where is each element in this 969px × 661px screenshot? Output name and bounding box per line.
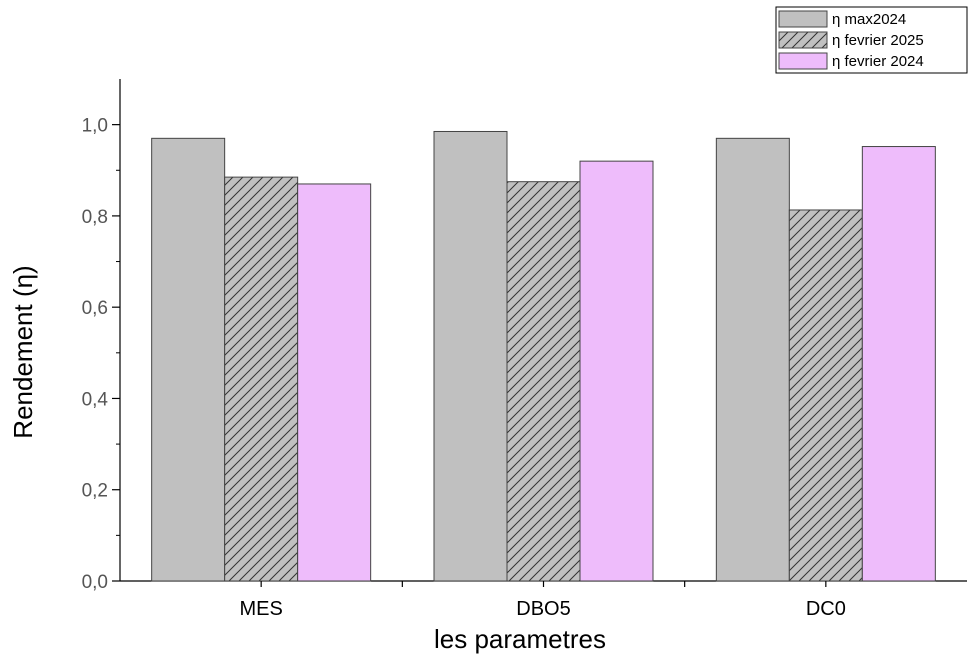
legend-swatch [778, 52, 828, 70]
legend-swatch [778, 31, 828, 49]
y-tick-label: 0,2 [82, 481, 108, 502]
bar-dc0-series-2 [788, 209, 863, 582]
bar-mes-series-1 [151, 137, 226, 582]
legend-label: η fevrier 2025 [832, 32, 924, 49]
y-axis-title: Rendement (η) [8, 265, 38, 438]
legend-label: η max2024 [832, 11, 906, 28]
plot-area: 0,0 0,2 0,4 0,6 0,8 1,0 MES DBO5 DC0 [82, 79, 967, 620]
y-tick-label: 0,6 [82, 298, 108, 319]
y-tick-label: 0,0 [82, 572, 108, 593]
x-tick-label: MES [239, 598, 282, 620]
bar-mes-series-2 [224, 176, 299, 582]
legend-swatch [778, 10, 828, 28]
bar-dbo5-series-3 [579, 160, 654, 582]
bar-dbo5-series-1 [433, 130, 508, 582]
y-tick-label: 0,4 [82, 389, 109, 410]
x-axis-title: les parametres [434, 624, 606, 654]
y-tick-label: 0,8 [82, 207, 108, 228]
bar-mes-series-3 [297, 183, 372, 582]
bar-dbo5-series-2 [506, 181, 581, 582]
legend-label: η fevrier 2024 [832, 53, 924, 70]
legend: η max2024 η fevrier 2025 η fevrier 2024 [775, 6, 968, 74]
bar-dc0-series-1 [715, 137, 790, 582]
x-tick-label: DBO5 [516, 598, 570, 620]
y-tick-label: 1,0 [82, 116, 108, 137]
bar-dc0-series-3 [861, 146, 936, 582]
x-tick-label: DC0 [806, 598, 846, 620]
